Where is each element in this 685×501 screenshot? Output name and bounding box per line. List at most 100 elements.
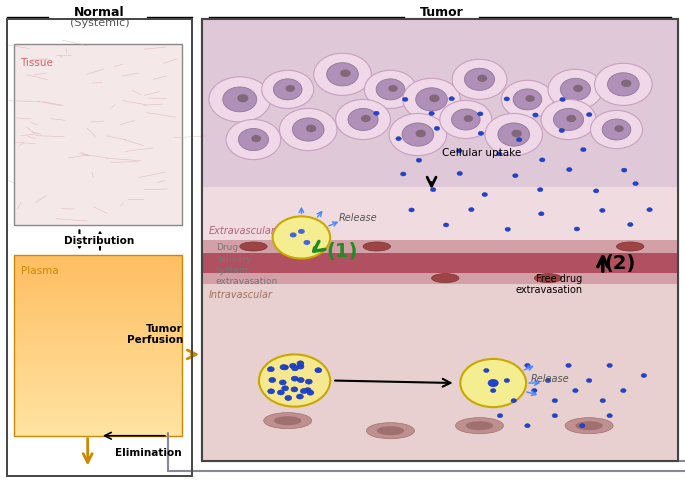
Circle shape (396, 137, 401, 141)
Circle shape (269, 378, 275, 383)
Circle shape (607, 364, 612, 368)
Circle shape (608, 74, 639, 97)
Circle shape (477, 76, 487, 83)
Bar (14, 305, 182, 310)
Circle shape (586, 379, 592, 383)
Circle shape (315, 368, 322, 373)
Bar (14, 359, 182, 364)
Bar (14, 332, 182, 337)
Circle shape (376, 80, 405, 101)
Text: Tissue: Tissue (21, 58, 53, 68)
Circle shape (541, 100, 596, 140)
Circle shape (457, 172, 462, 176)
Circle shape (291, 387, 298, 392)
Circle shape (291, 376, 298, 381)
Circle shape (538, 188, 543, 192)
Text: (2): (2) (604, 253, 636, 272)
Text: Cellular uptake: Cellular uptake (442, 148, 521, 158)
Circle shape (306, 379, 312, 384)
Circle shape (647, 208, 652, 212)
Text: Intravascular: Intravascular (209, 290, 273, 300)
Circle shape (306, 125, 316, 133)
Bar (14, 391, 182, 395)
Circle shape (574, 227, 580, 231)
Bar (14, 256, 182, 260)
Text: Distribution: Distribution (64, 235, 134, 245)
Bar (14, 341, 182, 346)
Circle shape (590, 111, 643, 149)
Bar (14, 269, 182, 274)
Bar (14, 355, 182, 359)
Circle shape (238, 129, 269, 151)
Circle shape (429, 95, 440, 103)
Bar (14, 296, 182, 301)
Bar (14, 310, 182, 314)
Ellipse shape (565, 418, 613, 434)
Circle shape (581, 148, 586, 152)
Bar (14, 323, 182, 328)
Circle shape (497, 414, 503, 418)
Circle shape (593, 189, 599, 193)
Circle shape (540, 158, 545, 162)
Circle shape (401, 173, 406, 177)
Circle shape (430, 188, 436, 192)
Circle shape (259, 355, 330, 407)
Circle shape (599, 209, 605, 213)
Circle shape (505, 228, 510, 232)
Circle shape (251, 136, 261, 143)
Bar (14, 265, 182, 269)
Circle shape (525, 424, 530, 428)
Bar (14, 301, 182, 305)
Circle shape (237, 95, 249, 103)
Circle shape (279, 380, 286, 385)
Circle shape (580, 424, 585, 428)
Circle shape (552, 414, 558, 418)
Circle shape (297, 378, 304, 383)
Bar (14, 400, 182, 404)
Ellipse shape (240, 242, 267, 252)
Bar (14, 337, 182, 341)
Circle shape (602, 120, 631, 141)
Bar (14, 260, 182, 265)
Circle shape (600, 399, 606, 403)
FancyArrowPatch shape (314, 242, 325, 252)
Text: Drug
delivery
system
extravasation: Drug delivery system extravasation (216, 243, 278, 285)
Circle shape (504, 98, 510, 102)
Circle shape (497, 152, 502, 156)
Circle shape (267, 367, 274, 372)
Circle shape (560, 98, 565, 102)
Bar (14, 368, 182, 373)
Bar (14, 350, 182, 355)
Circle shape (621, 389, 626, 393)
Circle shape (282, 365, 288, 370)
Circle shape (621, 169, 627, 173)
Circle shape (545, 379, 551, 383)
Ellipse shape (264, 413, 312, 429)
Circle shape (560, 79, 590, 101)
Bar (14, 274, 182, 278)
Circle shape (614, 126, 624, 133)
Circle shape (452, 60, 507, 100)
Circle shape (285, 396, 292, 401)
Bar (14, 422, 182, 427)
Circle shape (641, 374, 647, 378)
Circle shape (478, 132, 484, 136)
Bar (14, 377, 182, 382)
Circle shape (482, 193, 488, 197)
Circle shape (292, 119, 324, 142)
Circle shape (348, 109, 378, 131)
Circle shape (297, 361, 304, 366)
Circle shape (488, 379, 499, 387)
Circle shape (595, 64, 652, 106)
Circle shape (548, 70, 603, 110)
Text: (Systemic): (Systemic) (69, 18, 129, 28)
Ellipse shape (432, 274, 459, 283)
FancyBboxPatch shape (202, 240, 678, 253)
Circle shape (504, 379, 510, 383)
Circle shape (525, 364, 530, 368)
Circle shape (552, 399, 558, 403)
Circle shape (388, 86, 398, 93)
Bar (14, 431, 182, 436)
Circle shape (300, 389, 307, 394)
Bar (14, 418, 182, 422)
